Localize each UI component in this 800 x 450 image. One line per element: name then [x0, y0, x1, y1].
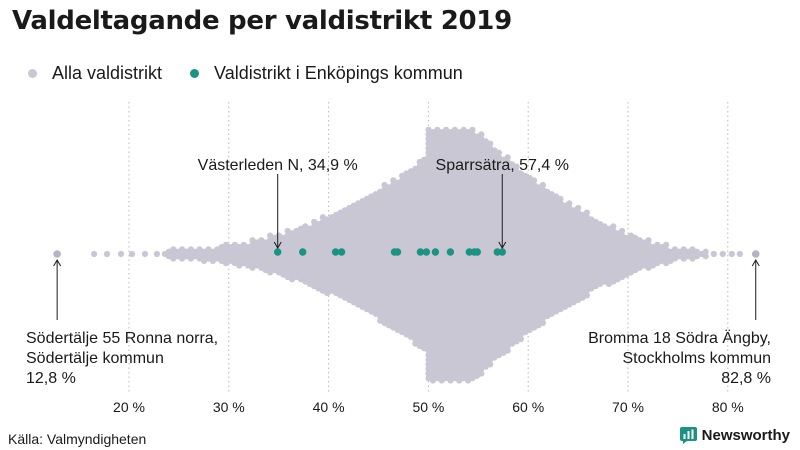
swarm-point: [583, 209, 591, 216]
swarm-point: [557, 195, 564, 202]
swarm-point: [539, 181, 547, 189]
swarm-point: [478, 370, 485, 377]
legend-label-enkoping: Valdistrikt i Enköpings kommun: [214, 63, 463, 83]
annotation-arrow: [53, 259, 62, 267]
enkoping-point: [498, 248, 506, 256]
swarm-point: [702, 253, 709, 260]
swarm-point: [645, 237, 652, 244]
enkoping-point: [422, 248, 431, 256]
legend-swatch-all: [28, 69, 37, 78]
enkoping-point: [337, 248, 346, 256]
enkoping-point: [446, 248, 455, 256]
annotations: Västerleden N, 34,9 % Sparrsätra, 57,4 % S…: [26, 157, 771, 387]
legend-label-all: Alla valdistrikt: [52, 63, 163, 83]
swarm-point: [719, 250, 726, 258]
swarm-point: [728, 250, 735, 258]
annotation-label: 82,8 %: [721, 370, 771, 387]
x-axis-tick-labels: 20 % 30 % 40 % 50 % 60 % 70 % 80 %: [113, 399, 744, 415]
annotation-label: Södertälje kommun: [26, 350, 164, 367]
newsworthy-logo-text: Newsworthy: [701, 427, 790, 444]
legend-swatch-enkoping: [190, 69, 200, 78]
x-tick-label: 80 %: [712, 399, 744, 415]
swarm-point: [531, 177, 538, 184]
annotation-label: Södertälje 55 Ronna norra,: [26, 330, 218, 347]
annotation-label: Västerleden N, 34,9 %: [198, 157, 358, 174]
swarm-point: [610, 223, 617, 230]
swarm-point-max: [751, 250, 760, 258]
swarm-point: [504, 347, 511, 354]
swarm-point: [103, 250, 111, 258]
enkoping-point: [331, 248, 340, 256]
x-tick-label: 70 %: [612, 399, 644, 415]
x-tick-label: 40 %: [313, 399, 345, 415]
annotation-label: Stockholms kommun: [623, 350, 772, 367]
annotation-label: 12,8 %: [26, 370, 76, 387]
annotation-label: Sparrsätra, 57,4 %: [436, 157, 569, 174]
swarm-point: [141, 250, 149, 258]
swarm-point: [91, 250, 98, 258]
newsworthy-logo-icon: [679, 427, 697, 444]
swarm-point: [517, 336, 525, 343]
swarm-point: [487, 140, 494, 147]
swarm-point: [619, 227, 626, 235]
enkoping-point: [274, 248, 282, 256]
enkoping-point: [473, 248, 481, 256]
swarm-point: [575, 204, 582, 212]
swarm-all-districts: [53, 126, 760, 384]
enkoping-point: [416, 248, 425, 256]
swarm-point: [153, 250, 160, 258]
enkoping-point: [299, 248, 307, 256]
swarm-point: [736, 250, 743, 258]
enkoping-point: [431, 248, 440, 256]
x-tick-label: 60 %: [512, 399, 544, 415]
swarm-point-min: [53, 250, 61, 258]
swarm-point: [478, 131, 485, 138]
swarm-point: [469, 126, 476, 133]
swarm-point: [566, 200, 573, 207]
swarm-point: [161, 250, 168, 258]
x-tick-label: 50 %: [412, 399, 444, 415]
x-tick-label: 20 %: [113, 399, 145, 415]
swarm-point: [539, 319, 547, 327]
chart-title: Valdeltagande per valdistrikt 2019: [12, 6, 512, 36]
swarm-enkoping-districts: [274, 248, 506, 256]
swarm-point: [495, 149, 502, 156]
swarm-point: [663, 241, 670, 248]
annotation-arrow: [273, 241, 282, 249]
swarm-point: [513, 163, 520, 170]
annotation-arrow: [751, 259, 760, 267]
swarm-point: [702, 248, 709, 255]
swarm-point: [487, 361, 494, 368]
legend-item-all: Alla valdistrikt: [28, 63, 162, 84]
source-note: Källa: Valmyndigheten: [8, 431, 147, 447]
annotation-label: Bromma 18 Södra Ängby,: [588, 329, 771, 347]
legend: Alla valdistrikt Valdistrikt i Enköpings…: [28, 63, 491, 84]
newsworthy-logo[interactable]: Newsworthy: [679, 427, 790, 444]
swarm-point: [117, 250, 125, 258]
annotation-arrow: [498, 241, 507, 249]
swarm-point: [504, 154, 511, 161]
swarm-point: [710, 250, 717, 258]
x-tick-label: 30 %: [213, 399, 245, 415]
swarm-point: [128, 250, 136, 258]
enkoping-point: [393, 248, 402, 256]
legend-item-enkoping: Valdistrikt i Enköpings kommun: [190, 63, 463, 84]
swarm-point: [583, 292, 591, 299]
